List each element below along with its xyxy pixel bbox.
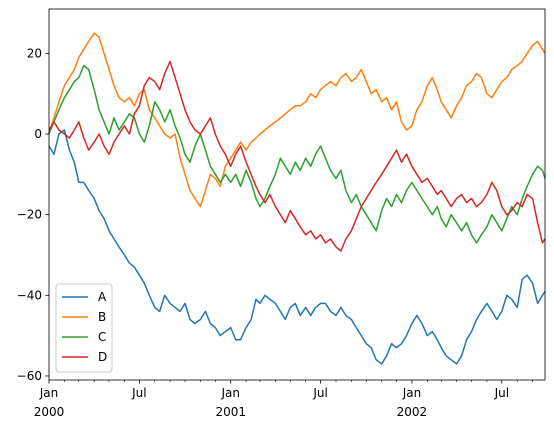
y-tick-label: −20: [17, 208, 42, 222]
x-tick-label: Jan: [220, 386, 240, 400]
series-line-a: [48, 129, 546, 365]
series-line-b: [48, 32, 546, 208]
legend-label-a: A: [98, 290, 107, 304]
plot-frame: [48, 8, 546, 381]
x-tick-label: Jul: [131, 386, 146, 400]
x-tick-label: Jul: [494, 386, 509, 400]
legend-label-b: B: [98, 310, 106, 324]
x-axis: Jan 2000 Jul Jan 2001 Jul Jan 2002 Jul: [34, 380, 533, 419]
legend-label-c: C: [98, 330, 106, 344]
x-tick-year-label: 2002: [397, 405, 428, 419]
x-tick-label: Jan: [402, 386, 422, 400]
series-line-c: [48, 64, 546, 244]
x-tick-label: Jan: [39, 386, 59, 400]
y-axis: 20 0 −20 −40 −60: [17, 46, 49, 383]
x-tick-year-label: 2001: [215, 405, 246, 419]
y-tick-label: 20: [27, 46, 42, 60]
x-tick-label: Jul: [312, 386, 327, 400]
legend-label-d: D: [98, 350, 107, 364]
x-tick-year-label: 2000: [34, 405, 65, 419]
legend-box: [55, 283, 113, 373]
plot-background: [49, 9, 545, 380]
y-tick-label: −40: [17, 288, 42, 302]
y-tick-label: −60: [17, 369, 42, 383]
y-tick-label: 0: [34, 127, 42, 141]
series-layer: [48, 32, 546, 365]
series-line-d: [48, 60, 546, 252]
